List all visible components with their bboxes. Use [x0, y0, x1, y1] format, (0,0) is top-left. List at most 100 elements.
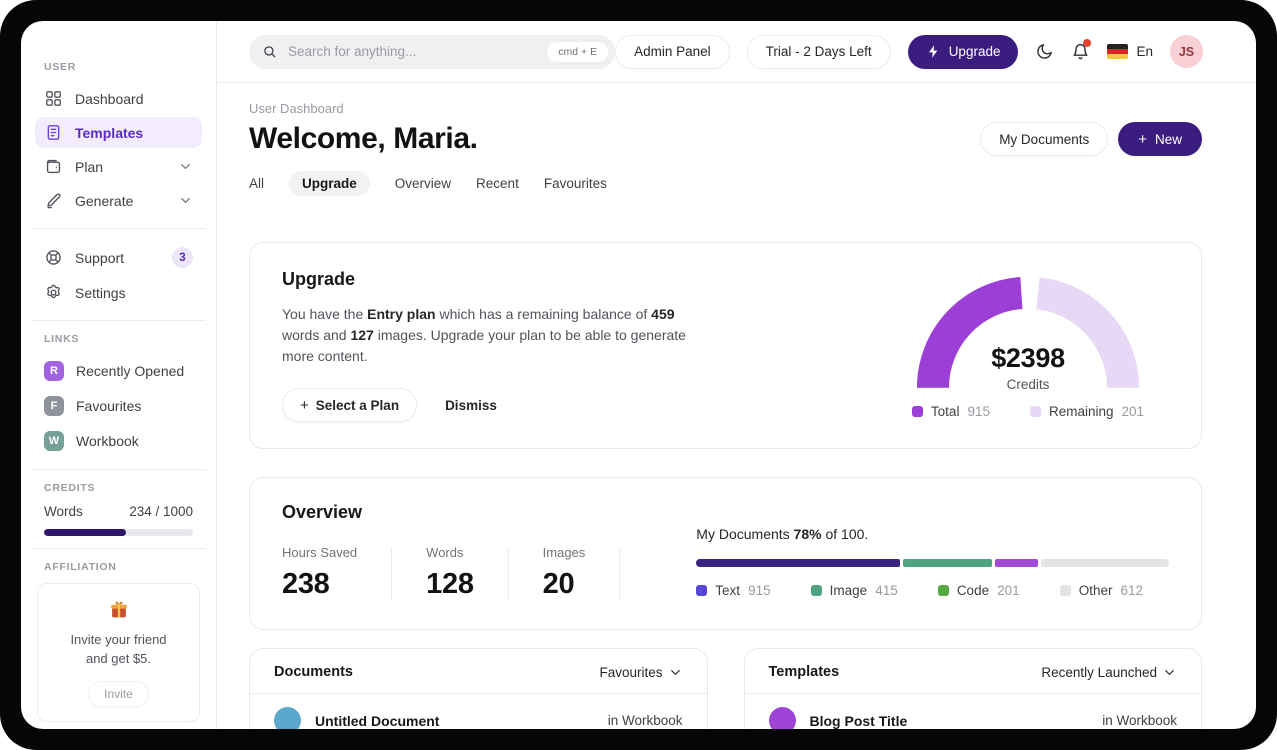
link-initial-badge: W [44, 431, 64, 451]
sidebar-item-label: Plan [75, 158, 104, 175]
plan-name: Entry plan [367, 306, 436, 322]
sidebar-item-label: Settings [75, 284, 126, 301]
sidebar-link-workbook[interactable]: W Workbook [35, 425, 202, 457]
sidebar-item-label: Templates [75, 124, 144, 141]
legend-item-total: Total 915 [911, 404, 990, 419]
template-list-item[interactable]: Blog Post Title in Workbook [745, 694, 1202, 729]
sidebar-divider [31, 469, 206, 470]
notifications-button[interactable] [1071, 39, 1092, 61]
templates-card-title: Templates [768, 664, 840, 680]
lightning-bolt-icon [926, 44, 941, 59]
bar-segment-other [1040, 559, 1169, 567]
document-title: Untitled Document [315, 712, 440, 729]
plus-icon: + [300, 396, 309, 414]
legend-swatch [1029, 406, 1041, 417]
sidebar-item-generate[interactable]: Generate [35, 185, 202, 216]
upgrade-card-text: Upgrade You have the Entry plan which ha… [282, 269, 722, 422]
sidebar-section-user-label: USER [44, 61, 77, 73]
credits-usage: Words 234 / 1000 [35, 504, 202, 519]
templates-card-header: Templates Recently Launched [745, 649, 1202, 693]
upgrade-card-title: Upgrade [282, 269, 356, 289]
tab-upgrade[interactable]: Upgrade [289, 171, 370, 196]
stat-divider [391, 547, 393, 601]
gauge-label: Credits [1006, 377, 1050, 392]
templates-icon [44, 123, 63, 142]
sidebar-section-links-label: LINKS [44, 333, 80, 345]
document-list-item[interactable]: Untitled Document in Workbook [250, 694, 707, 729]
sidebar-item-label: Support [75, 249, 125, 266]
sidebar-link-favourites[interactable]: F Favourites [35, 390, 202, 422]
legend-swatch [696, 585, 708, 596]
dismiss-button[interactable]: Dismiss [445, 397, 497, 413]
gauge-arc-remaining [1035, 277, 1140, 389]
tab-all[interactable]: All [249, 176, 265, 191]
upgrade-card-actions: + Select a Plan Dismiss [282, 388, 722, 422]
tab-overview[interactable]: Overview [394, 176, 452, 191]
language-label[interactable]: En [1136, 44, 1153, 59]
search-input[interactable] [286, 43, 548, 60]
documents-filter-dropdown[interactable]: Favourites [599, 665, 682, 680]
gift-icon [108, 601, 130, 624]
notification-dot [1083, 39, 1092, 47]
link-initial-badge: R [44, 361, 64, 381]
chevron-down-icon [668, 665, 683, 680]
documents-progress-block: My Documents 78% of 100. Text 915 [696, 502, 1169, 601]
new-button[interactable]: + New [1118, 122, 1202, 156]
sidebar-divider [31, 228, 206, 229]
user-avatar[interactable]: JS [1170, 35, 1203, 68]
bar-segment-text [696, 559, 900, 567]
bar-segment-image [902, 559, 993, 567]
divider [744, 693, 1201, 694]
admin-panel-button[interactable]: Admin Panel [615, 34, 730, 69]
overview-title: Overview [282, 502, 363, 522]
sidebar-link-label: Recently Opened [76, 363, 185, 379]
tab-favourites[interactable]: Favourites [543, 176, 607, 191]
documents-progress-title: My Documents 78% of 100. [696, 526, 869, 542]
sidebar: USER Dashboard Templates Plan [21, 21, 217, 729]
template-title: Blog Post Title [809, 712, 908, 729]
stat-images: Images 20 [542, 545, 586, 600]
search-shortcut-chip: cmd + E [547, 41, 609, 62]
legend-item-remaining: Remaining 201 [1029, 404, 1144, 419]
documents-card: Documents Favourites Untitled Document i… [249, 648, 708, 729]
select-plan-button[interactable]: + Select a Plan [282, 388, 418, 422]
stat-words: Words 128 [426, 545, 474, 600]
upgrade-button[interactable]: Upgrade [907, 34, 1019, 69]
overview-stats-block: Overview Hours Saved 238 Words 128 [282, 502, 654, 601]
sidebar-link-recently-opened[interactable]: R Recently Opened [35, 355, 202, 387]
german-flag-icon[interactable] [1107, 44, 1129, 59]
dark-mode-toggle[interactable] [1035, 42, 1054, 61]
templates-card: Templates Recently Launched Blog Post Ti… [743, 648, 1202, 729]
sidebar-item-templates[interactable]: Templates [35, 117, 202, 148]
sidebar-item-settings[interactable]: Settings [35, 277, 202, 308]
sidebar-section-affiliation-label: AFFILIATION [44, 561, 117, 573]
words-remaining: 459 [651, 306, 675, 322]
templates-filter-dropdown[interactable]: Recently Launched [1041, 665, 1177, 680]
legend-swatch [810, 585, 822, 596]
template-location: in Workbook [1102, 713, 1177, 728]
legend-item-text: Text 915 [696, 583, 771, 598]
overview-card: Overview Hours Saved 238 Words 128 [249, 477, 1202, 630]
lifebuoy-icon [44, 248, 63, 267]
content-area: User Dashboard Welcome, Maria. My Docume… [217, 83, 1256, 729]
my-documents-button[interactable]: My Documents [980, 122, 1109, 156]
sidebar-divider [31, 320, 206, 321]
credits-progress-bar [44, 529, 193, 536]
gauge-center: $2398 Credits [909, 343, 1147, 392]
sidebar-item-support[interactable]: Support 3 [35, 241, 202, 274]
search-bar[interactable]: cmd + E [249, 34, 616, 69]
sidebar-item-dashboard[interactable]: Dashboard [35, 83, 202, 114]
legend-swatch [1059, 585, 1071, 596]
upgrade-card-body: You have the Entry plan which has a rema… [282, 306, 686, 364]
stat-divider [619, 547, 621, 601]
chevron-down-icon [178, 159, 193, 174]
title-actions: My Documents + New [980, 122, 1202, 156]
bar-segment-code [995, 559, 1038, 567]
invite-button[interactable]: Invite [88, 680, 149, 707]
documents-card-header: Documents Favourites [250, 649, 707, 693]
sidebar-link-label: Workbook [76, 433, 139, 449]
tab-recent[interactable]: Recent [476, 176, 519, 191]
trial-status-button[interactable]: Trial - 2 Days Left [746, 34, 891, 69]
sidebar-divider [31, 548, 206, 549]
sidebar-item-plan[interactable]: Plan [35, 151, 202, 182]
